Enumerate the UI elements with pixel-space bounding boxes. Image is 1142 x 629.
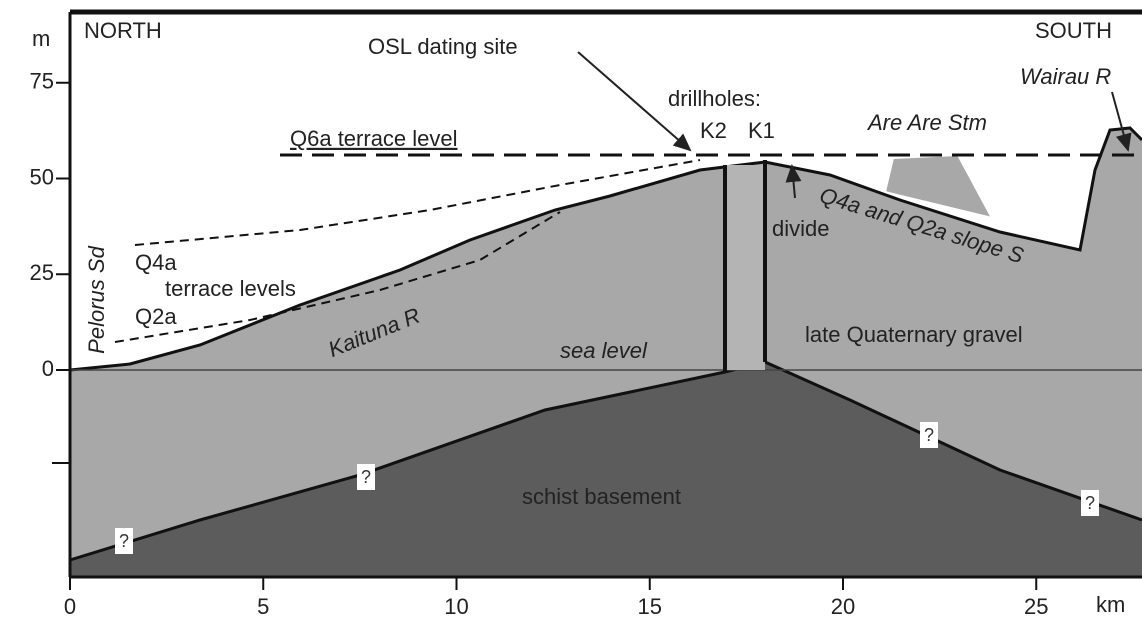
x-tick-label: 15 (638, 594, 662, 619)
drillhole-gap (725, 165, 765, 370)
x-tick-label: 0 (64, 594, 76, 619)
label: K1 (748, 118, 775, 143)
x-tick-label: 20 (831, 594, 855, 619)
x-tick-label: 10 (444, 594, 468, 619)
label: SOUTH (1035, 18, 1112, 43)
label: NORTH (84, 18, 162, 43)
label: K2 (700, 118, 727, 143)
label: Wairau R (1020, 64, 1111, 89)
cross-section: NORTH SOUTH OSL dating site drillholes: … (0, 0, 1142, 629)
label: Are Are Stm (866, 110, 987, 135)
label: late Quaternary gravel (805, 322, 1023, 347)
y-tick-label: 0 (42, 356, 54, 381)
label: terrace levels (165, 276, 296, 301)
x-unit: km (1096, 592, 1125, 617)
x-tick-label: 5 (257, 594, 269, 619)
question-mark: ? (361, 467, 371, 487)
label: Q6a terrace level (290, 126, 458, 151)
label: sea level (560, 338, 648, 363)
question-mark: ? (924, 425, 934, 445)
y-tick-label: 75 (30, 69, 54, 94)
label: Pelorus Sd (84, 245, 109, 353)
question-mark: ? (1085, 493, 1095, 513)
label: divide (772, 216, 829, 241)
x-tick-label: 25 (1024, 594, 1048, 619)
label: Q2a (135, 304, 177, 329)
y-tick-label: 50 (30, 164, 54, 189)
label: schist basement (522, 484, 681, 509)
y-tick-label: 25 (30, 260, 54, 285)
question-mark: ? (119, 531, 129, 551)
y-unit: m (32, 26, 50, 51)
label: drillholes: (668, 86, 761, 111)
label: OSL dating site (368, 34, 518, 59)
label: Q4a (135, 250, 177, 275)
